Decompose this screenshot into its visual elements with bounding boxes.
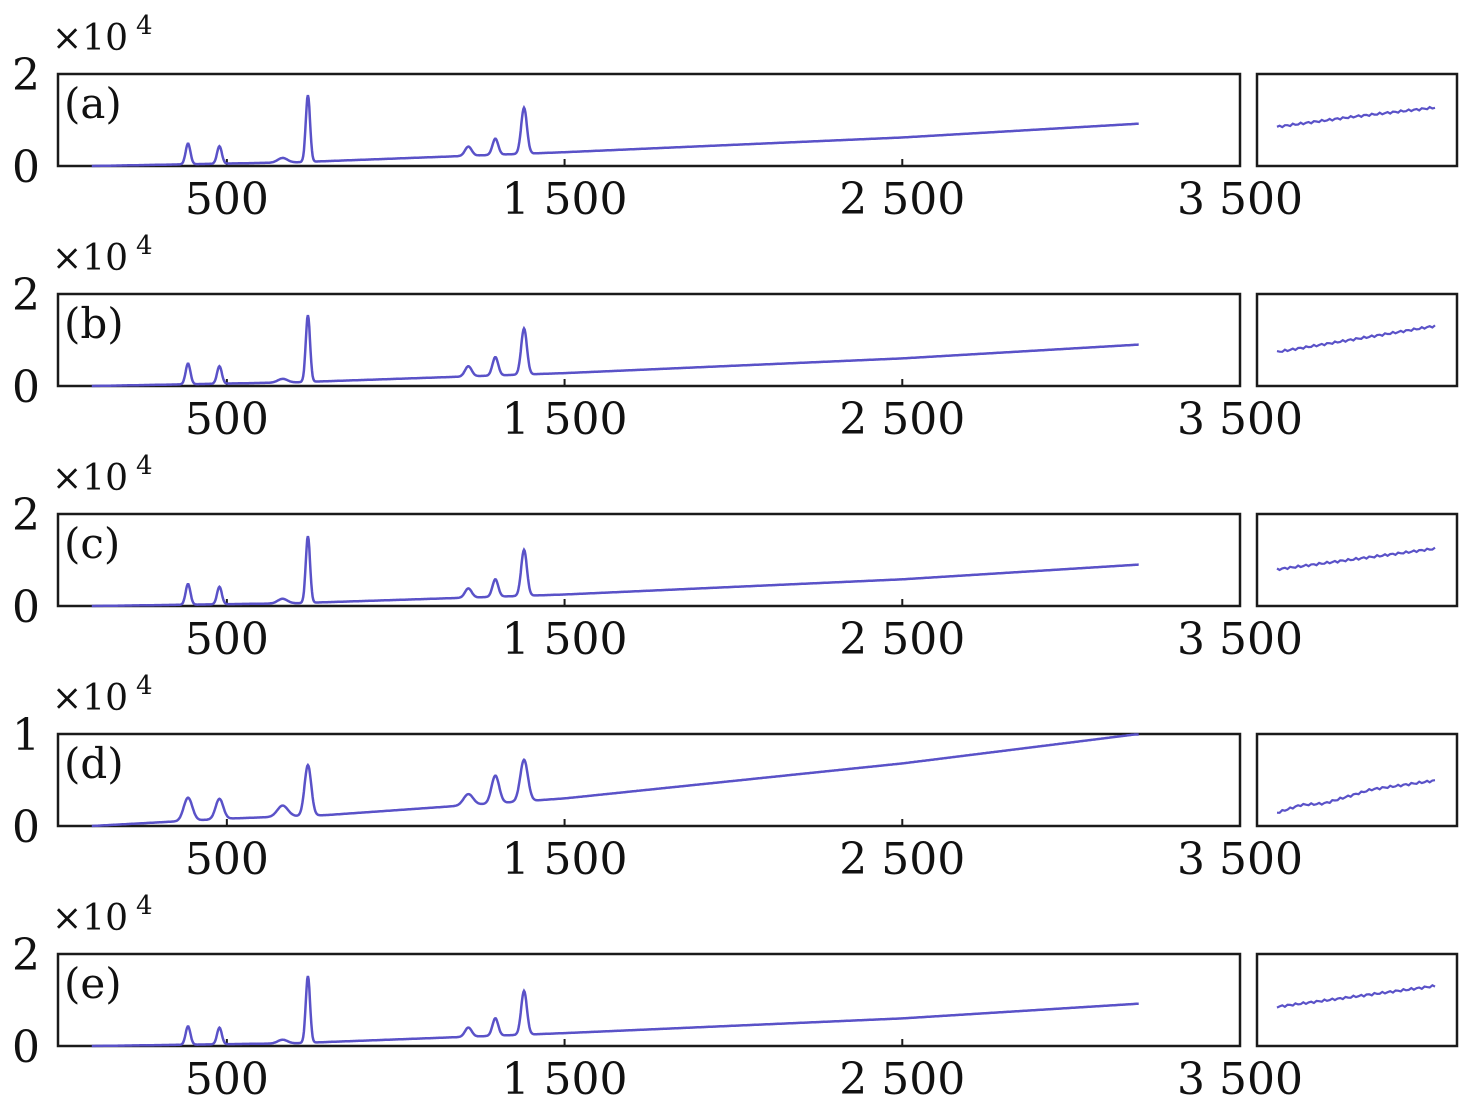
spectrum-line: [91, 314, 1139, 388]
spectrum-line: [91, 94, 1139, 168]
y-tick-label: 0: [12, 1022, 40, 1073]
panel-d: ×10 4 0 1 (d) 500 1 500 2 500 3 500: [12, 671, 1459, 885]
inset-frame: [1255, 292, 1459, 388]
x-tick-label: 3 500: [1177, 174, 1303, 225]
x-tick-label: 500: [185, 1054, 269, 1105]
inset-line: [1276, 983, 1436, 1009]
inset-frame: [1255, 952, 1459, 1048]
y-tick-label: 0: [12, 362, 40, 413]
plot-frame: [56, 292, 1242, 388]
y-multiplier-label: ×10: [52, 18, 128, 59]
panel-e: ×10 4 0 2 (e) 500 1 500 2 500 3 500: [12, 891, 1459, 1105]
x-tick-label: 500: [185, 174, 269, 225]
x-tick-label: 2 500: [839, 394, 965, 445]
inset-frame: [1255, 72, 1459, 168]
panel-c: ×10 4 0 2 (c) 500 1 500 2 500 3 500: [12, 451, 1459, 665]
panel-label: (c): [64, 519, 120, 568]
panel-b: ×10 4 0 2 (b) 500 1 500 2 500 3 500: [12, 231, 1459, 445]
y-multiplier-exponent: 4: [136, 451, 153, 481]
inset-frame: [1255, 732, 1459, 828]
x-tick-label: 3 500: [1177, 834, 1303, 885]
y-multiplier-exponent: 4: [136, 671, 153, 701]
inset-line: [1276, 779, 1436, 814]
x-tick-label: 500: [185, 614, 269, 665]
plot-frame: [56, 72, 1242, 168]
x-tick-label: 500: [185, 394, 269, 445]
x-tick-label: 1 500: [502, 1054, 628, 1105]
plot-frame: [56, 952, 1242, 1048]
inset-line: [1276, 546, 1436, 572]
y-multiplier-exponent: 4: [136, 231, 153, 261]
spectrum-line: [91, 975, 1139, 1048]
y-multiplier-label: ×10: [52, 678, 128, 719]
x-tick-label: 2 500: [839, 1054, 965, 1105]
inset-line: [1276, 105, 1436, 129]
y-multiplier-exponent: 4: [136, 11, 153, 41]
panel-a: ×10 4 0 2 (a) 500 1 500 2 500 3 500: [12, 11, 1459, 225]
y-tick-label: 2: [12, 270, 40, 321]
panel-label: (a): [64, 79, 122, 128]
y-multiplier-label: ×10: [52, 898, 128, 939]
y-tick-label: 2: [12, 50, 40, 101]
spectrum-line: [91, 733, 1139, 828]
y-tick-label: 0: [12, 142, 40, 193]
x-tick-label: 2 500: [839, 614, 965, 665]
plot-frame: [56, 512, 1242, 608]
x-tick-label: 500: [185, 834, 269, 885]
plot-frame: [56, 732, 1242, 828]
inset-line: [1276, 324, 1436, 353]
y-tick-label: 2: [12, 490, 40, 541]
x-tick-label: 2 500: [839, 174, 965, 225]
y-tick-label: 1: [12, 710, 40, 761]
y-multiplier-label: ×10: [52, 238, 128, 279]
y-multiplier-exponent: 4: [136, 891, 153, 921]
x-tick-label: 3 500: [1177, 394, 1303, 445]
panel-label: (d): [64, 739, 124, 788]
x-tick-label: 2 500: [839, 834, 965, 885]
y-multiplier-label: ×10: [52, 458, 128, 499]
inset-frame: [1255, 512, 1459, 608]
y-tick-label: 0: [12, 802, 40, 853]
x-tick-label: 1 500: [502, 834, 628, 885]
spectrum-line: [91, 535, 1139, 608]
x-tick-label: 1 500: [502, 174, 628, 225]
x-tick-label: 1 500: [502, 614, 628, 665]
y-tick-label: 0: [12, 582, 40, 633]
x-tick-label: 3 500: [1177, 614, 1303, 665]
panel-label: (e): [64, 959, 122, 1008]
panel-label: (b): [64, 299, 124, 348]
x-tick-label: 3 500: [1177, 1054, 1303, 1105]
x-tick-label: 1 500: [502, 394, 628, 445]
y-tick-label: 2: [12, 930, 40, 981]
